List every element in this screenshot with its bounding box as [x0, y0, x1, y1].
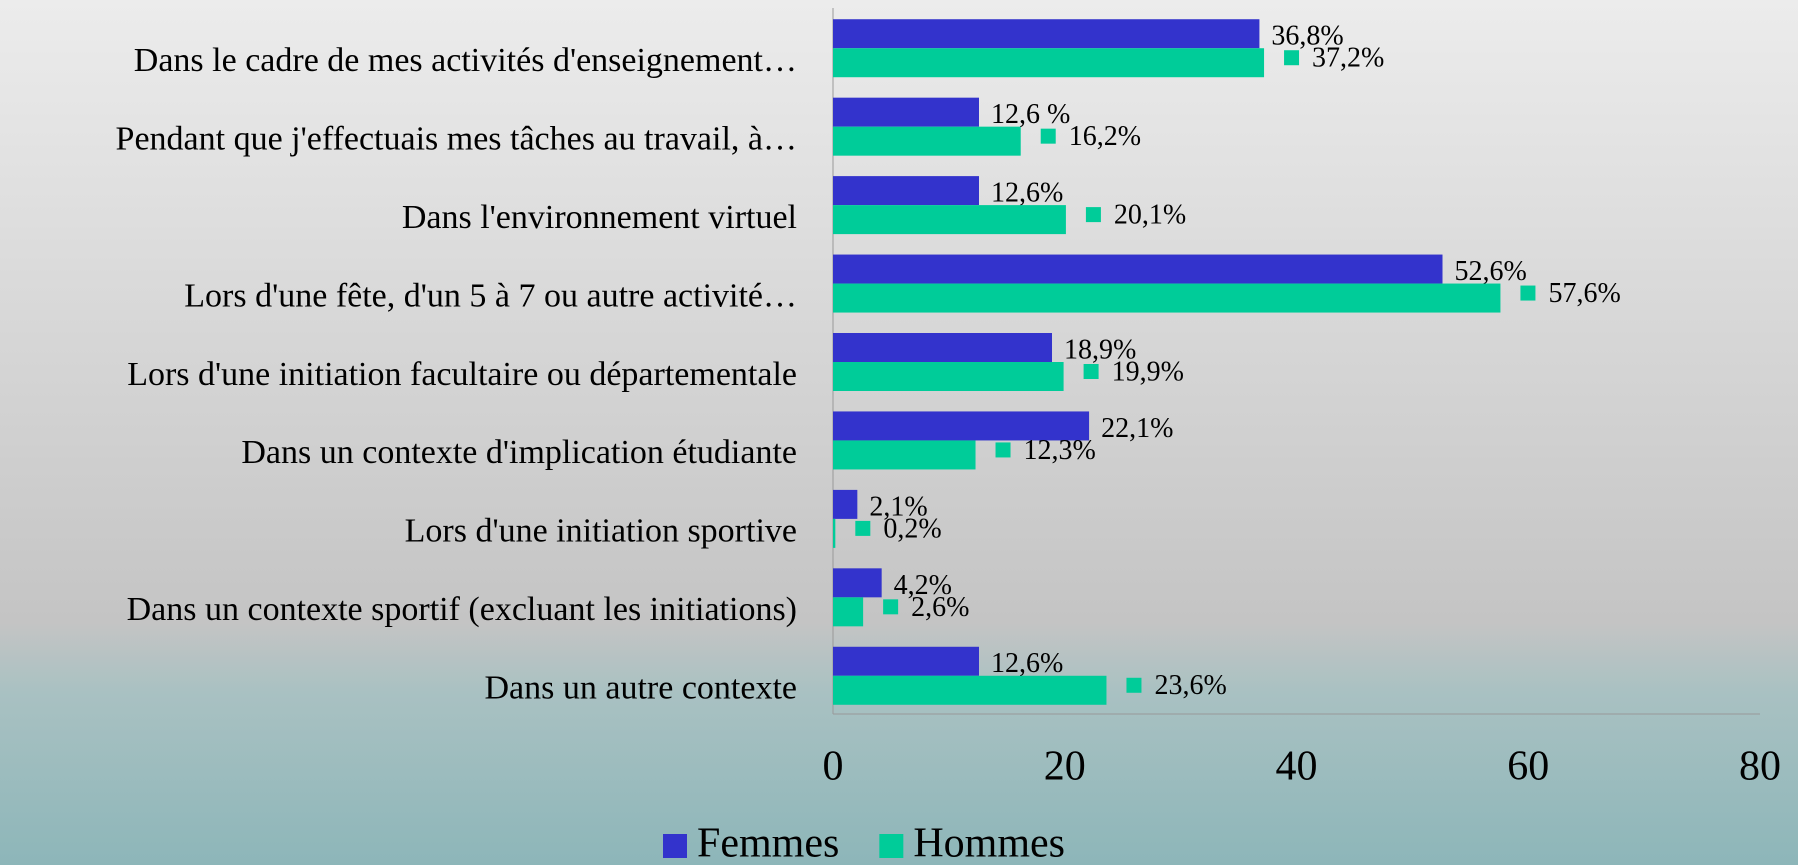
- data-label: 0,2%: [883, 513, 941, 544]
- y-tick-label: Dans un contexte d'implication étudiante: [241, 434, 797, 471]
- data-label: 37,2%: [1312, 43, 1384, 74]
- label-key: [855, 520, 871, 536]
- label-key: [1085, 207, 1101, 223]
- data-label: 4,2%: [894, 570, 952, 601]
- data-label: 2,1%: [869, 491, 927, 522]
- x-tick-label: 0: [823, 744, 844, 790]
- x-tick-label: 20: [1044, 744, 1086, 790]
- bar: [833, 597, 864, 627]
- bar: [833, 205, 1066, 235]
- y-tick-label: Dans un contexte sportif (excluant les i…: [127, 591, 797, 628]
- data-label: 19,9%: [1112, 356, 1184, 387]
- label-key: [883, 599, 899, 615]
- data-label: 23,6%: [1154, 670, 1226, 701]
- data-label: 12,3%: [1024, 435, 1096, 466]
- data-label: 2,6%: [911, 592, 969, 623]
- data-label: 52,6%: [1455, 256, 1527, 287]
- legend-label: Hommes: [913, 821, 1065, 865]
- y-tick-label: Lors d'une initiation facultaire ou dépa…: [127, 356, 797, 393]
- y-tick-label: Lors d'une fête, d'un 5 à 7 ou autre act…: [184, 277, 797, 314]
- bar: [833, 126, 1021, 156]
- bar: [833, 19, 1260, 49]
- data-label: 22,1%: [1101, 413, 1173, 444]
- x-tick-label: 40: [1276, 744, 1318, 790]
- y-tick-label: Dans un autre contexte: [485, 670, 798, 707]
- data-label: 18,9%: [1064, 334, 1136, 365]
- bar: [833, 254, 1443, 284]
- legend-swatch: [663, 834, 687, 858]
- label-key: [995, 442, 1011, 458]
- label-key: [1284, 50, 1300, 66]
- data-label: 57,6%: [1548, 278, 1620, 309]
- data-label: 16,2%: [1069, 121, 1141, 152]
- label-key: [1040, 128, 1056, 144]
- data-label: 12,6 %: [991, 99, 1070, 130]
- bar: [833, 411, 1090, 441]
- bar: [833, 97, 980, 127]
- legend-label: Femmes: [697, 821, 839, 865]
- bar: [833, 489, 858, 519]
- x-tick-label: 80: [1739, 744, 1781, 790]
- legend-swatch: [879, 834, 904, 858]
- data-label: 12,6%: [991, 178, 1063, 209]
- bar: [833, 646, 980, 676]
- bar: [833, 440, 976, 470]
- bar: [833, 48, 1265, 78]
- x-tick-label: 60: [1507, 744, 1549, 790]
- y-tick-label: Lors d'une initiation sportive: [405, 513, 797, 550]
- bar: [833, 518, 836, 548]
- bar: [833, 333, 1053, 362]
- label-key: [1083, 364, 1099, 379]
- data-label: 36,8%: [1271, 21, 1343, 52]
- bar: [833, 362, 1064, 391]
- label-key: [1520, 285, 1536, 301]
- y-tick-label: Dans l'environnement virtuel: [402, 199, 797, 236]
- bar: [833, 568, 882, 598]
- bar: [833, 176, 980, 206]
- data-label: 12,6%: [991, 648, 1063, 679]
- bar: [833, 283, 1501, 313]
- y-tick-label: Dans le cadre de mes activités d'enseign…: [134, 42, 797, 79]
- data-label: 20,1%: [1114, 200, 1186, 231]
- bar: [833, 675, 1107, 705]
- label-key: [1126, 677, 1142, 693]
- y-tick-label: Pendant que j'effectuais mes tâches au t…: [116, 120, 797, 157]
